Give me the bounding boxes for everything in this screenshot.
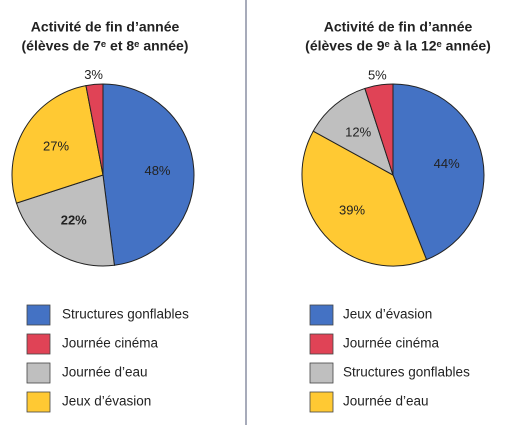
value-label: 12% <box>345 124 371 139</box>
value-label: 3% <box>84 67 103 82</box>
legend-label: Journée cinéma <box>343 336 440 351</box>
value-label: 44% <box>434 156 460 171</box>
pie-slice <box>15 174 115 267</box>
legend-label: Journée d’eau <box>62 365 148 380</box>
chart-subtitle: (élèves de 9ᵉ à la 12ᵉ année) <box>305 38 491 54</box>
chart-subtitle: (élèves de 7ᵉ et 8ᵉ année) <box>22 38 189 54</box>
chart-title: Activité de fin d’année <box>31 19 180 35</box>
value-label: 39% <box>339 203 365 218</box>
value-label: 48% <box>144 163 170 178</box>
pie-slice <box>301 130 428 267</box>
pie-slice <box>312 87 394 177</box>
pie-slice <box>364 83 394 176</box>
legend-swatch <box>309 391 334 413</box>
value-label: 22% <box>61 213 87 228</box>
legend-label: Structures gonflables <box>62 307 189 322</box>
value-label: 5% <box>368 68 387 83</box>
value-label: 27% <box>43 139 69 154</box>
pie-slice <box>11 85 104 204</box>
legend-swatch <box>309 362 334 384</box>
chart-title: Activité de fin d’année <box>324 19 473 35</box>
legend-swatch <box>26 362 51 384</box>
legend-label: Journée cinéma <box>62 336 159 351</box>
pie-slice <box>85 83 104 176</box>
legend-label: Journée d’eau <box>343 394 429 409</box>
legend-swatch <box>309 333 334 355</box>
legend-swatch <box>26 333 51 355</box>
legend-swatch <box>26 304 51 326</box>
legend-swatch <box>309 304 334 326</box>
pie-slice <box>392 83 485 261</box>
legend-label: Structures gonflables <box>343 365 470 380</box>
legend-label: Jeux d’évasion <box>62 394 151 409</box>
legend-swatch <box>26 391 51 413</box>
pie-slice <box>102 83 195 266</box>
legend-label: Jeux d’évasion <box>343 307 432 322</box>
